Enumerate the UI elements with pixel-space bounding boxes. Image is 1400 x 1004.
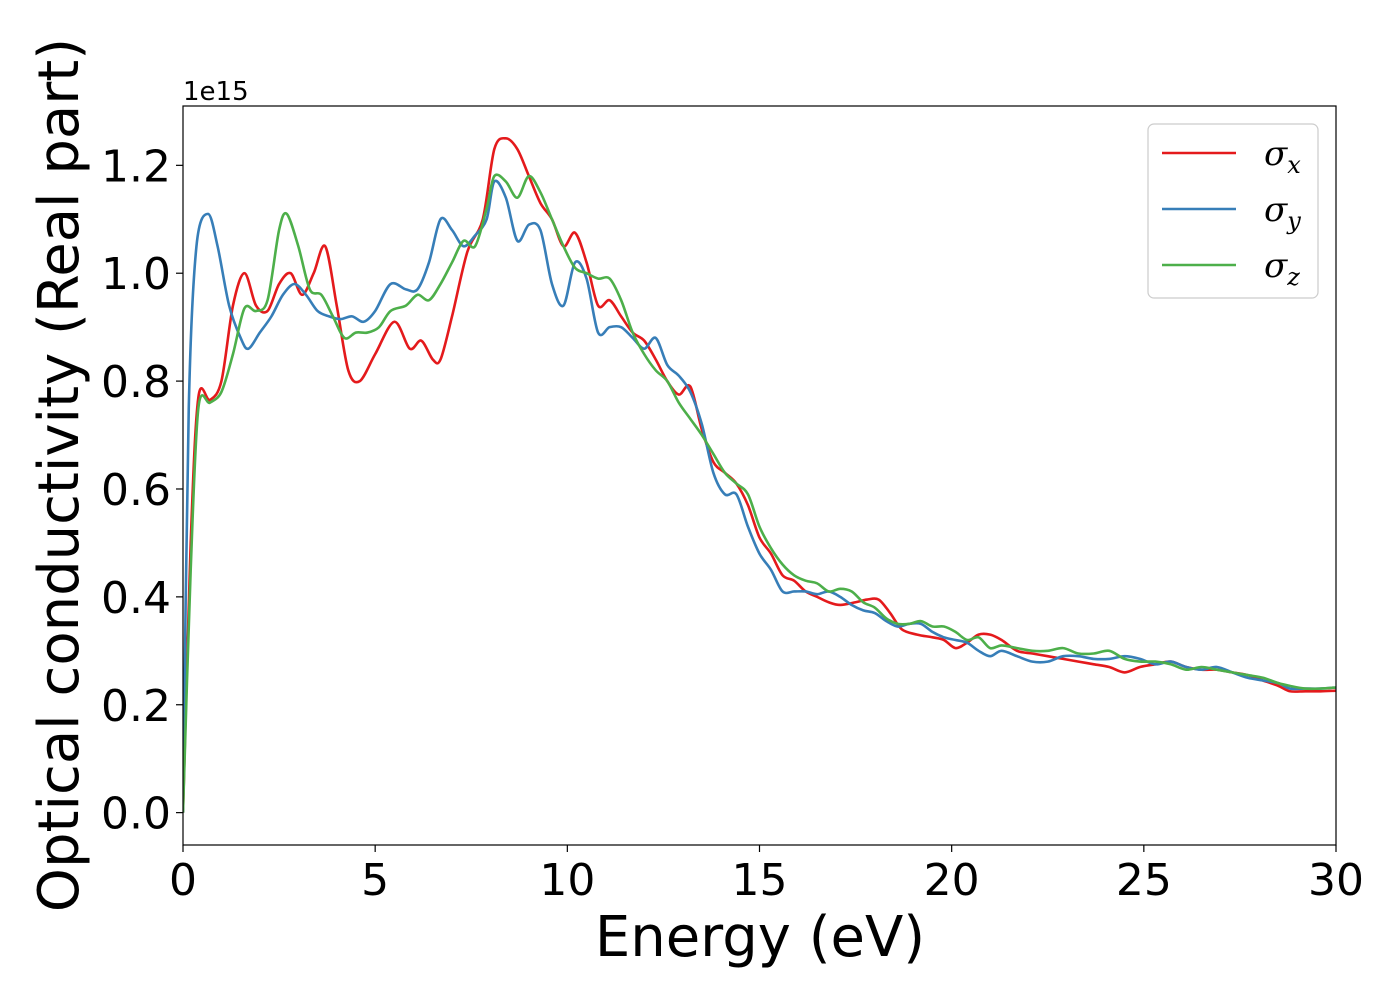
y-tick-label: 0.2 (101, 681, 171, 732)
legend-symbol: σ (1264, 190, 1288, 230)
x-tick-label: 5 (361, 855, 389, 906)
legend-label-y: σy (1264, 190, 1301, 235)
legend-subscript: z (1286, 263, 1300, 291)
y-tick-label: 0.4 (101, 573, 171, 624)
legend-symbol: σ (1264, 246, 1288, 286)
y-tick-label: 0.6 (101, 465, 171, 516)
y-offset-label: 1e15 (183, 77, 249, 107)
legend-label-z: σz (1264, 246, 1300, 291)
legend-box (1147, 123, 1319, 299)
legend-subscript: x (1287, 151, 1301, 179)
legend-symbol: σ (1264, 134, 1288, 174)
x-tick-label: 30 (1308, 855, 1364, 906)
y-tick-label: 1.2 (101, 141, 171, 192)
y-tick-label: 1.0 (101, 249, 171, 300)
series-line-y (183, 179, 1336, 813)
legend-label-x: σx (1264, 134, 1301, 179)
legend-subscript: y (1286, 207, 1301, 235)
x-tick-label: 15 (732, 855, 788, 906)
x-tick-label: 20 (924, 855, 980, 906)
x-tick-label: 25 (1116, 855, 1172, 906)
x-axis-title: Energy (eV) (595, 905, 925, 970)
x-axis-ticks: 0 5 10 15 20 25 30 (169, 845, 1364, 906)
y-tick-label: 0.8 (101, 357, 171, 408)
x-tick-label: 0 (169, 855, 197, 906)
y-tick-label: 0.0 (101, 789, 171, 840)
plot-area (182, 105, 1337, 846)
y-axis-title: Optical conductivity (Real part) (27, 38, 92, 912)
x-tick-label: 10 (539, 855, 595, 906)
series-line-z (183, 173, 1336, 813)
y-axis-ticks: 0.0 0.2 0.4 0.6 0.8 1.0 1.2 (101, 141, 183, 840)
